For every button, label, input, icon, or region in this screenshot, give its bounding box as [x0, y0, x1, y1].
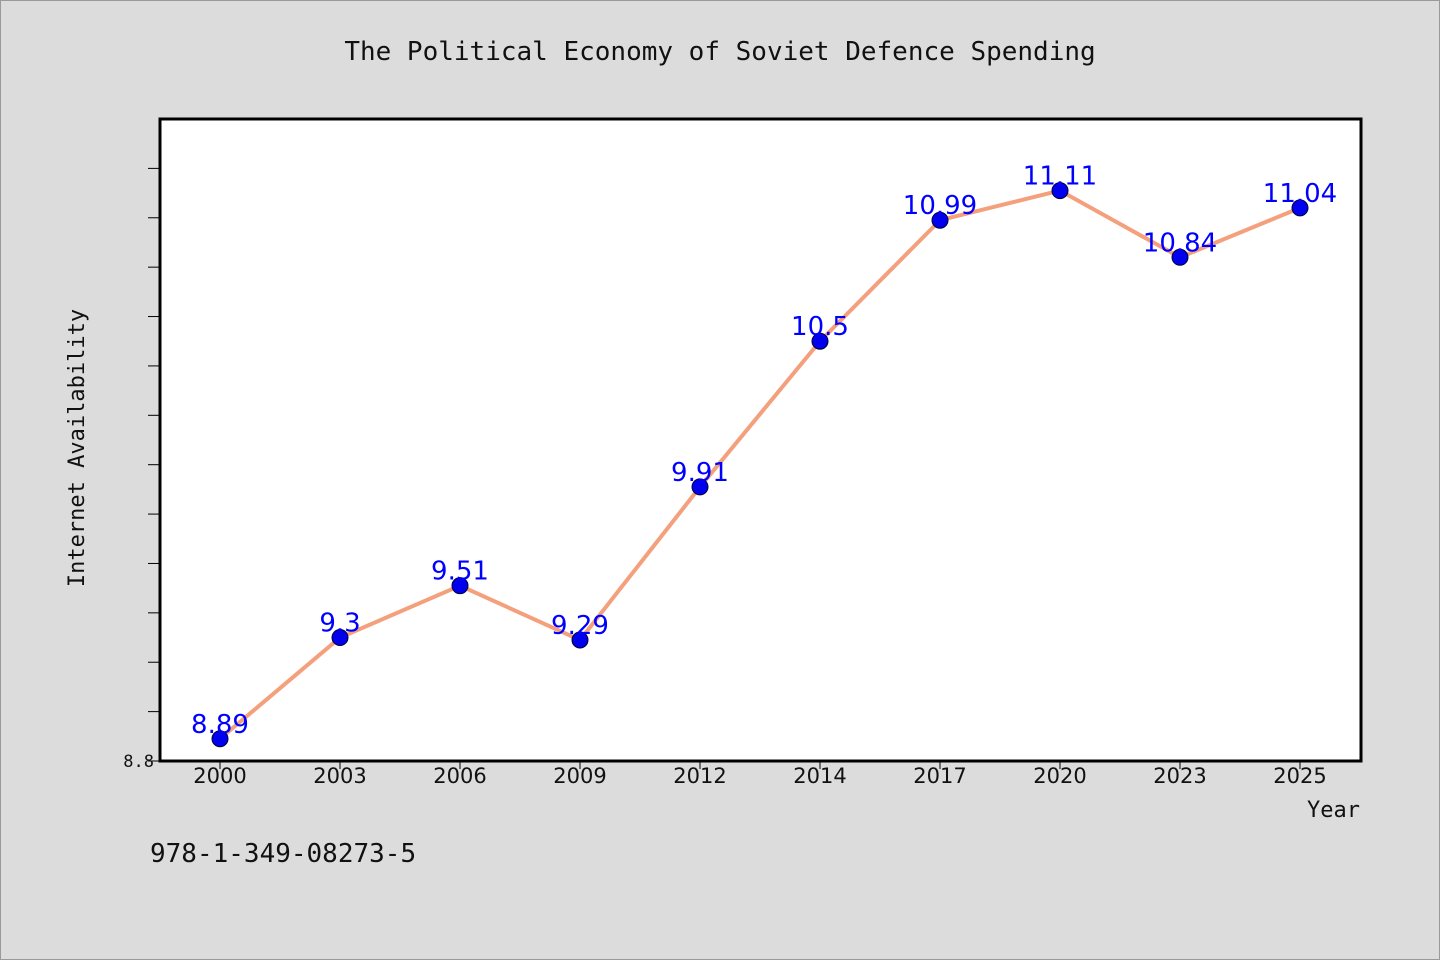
- data-label: 9.91: [671, 458, 729, 488]
- x-tick-label: 2006: [433, 764, 486, 788]
- data-label: 10.5: [791, 312, 849, 342]
- x-tick-label: 2014: [793, 764, 846, 788]
- plot-area: [158, 117, 1363, 763]
- x-tick-label: 2023: [1153, 764, 1206, 788]
- data-point: [691, 478, 709, 496]
- data-point: [331, 629, 349, 647]
- data-label: 9.29: [551, 611, 609, 641]
- data-point: [1051, 182, 1069, 200]
- x-tick-label: 2009: [553, 764, 606, 788]
- data-label: 11.11: [1023, 162, 1097, 192]
- data-label: 11.04: [1263, 179, 1337, 209]
- data-point: [571, 631, 589, 649]
- y-axis-ticks: 8.8: [123, 167, 160, 772]
- chart-title: The Political Economy of Soviet Defence …: [344, 37, 1095, 67]
- x-axis-ticks: 2000 2003 2006 2009 2012 2014 2017 2020 2023 2025: [193, 761, 1327, 788]
- data-label: 10.99: [903, 191, 977, 221]
- data-point: [931, 211, 949, 229]
- series-line: [218, 188, 1301, 741]
- data-point: [811, 332, 829, 350]
- y-axis-title: Internet Availability: [65, 309, 90, 587]
- y-tick-label: 8.8: [123, 752, 154, 772]
- x-tick-label: 2025: [1273, 764, 1326, 788]
- data-labels: 8.89 9.3 9.51 9.29 9.91 10.5 10.99 11.11 10.84 11…: [191, 162, 1337, 740]
- x-tick-label: 2012: [673, 764, 726, 788]
- x-tick-label: 2020: [1033, 764, 1086, 788]
- data-point: [1291, 199, 1309, 217]
- isbn-footer: 978-1-349-08273-5: [150, 839, 416, 869]
- data-label: 10.84: [1143, 228, 1217, 258]
- data-point: [211, 730, 229, 748]
- x-tick-label: 2003: [313, 764, 366, 788]
- x-axis-title: Year: [1307, 798, 1360, 823]
- x-tick-label: 2017: [913, 764, 966, 788]
- data-label: 9.3: [319, 609, 360, 639]
- data-point: [451, 577, 469, 595]
- x-tick-label: 2000: [193, 764, 246, 788]
- data-label: 8.89: [191, 710, 249, 740]
- data-markers: [211, 182, 1309, 748]
- data-label: 9.51: [431, 557, 489, 587]
- data-point: [1171, 248, 1189, 266]
